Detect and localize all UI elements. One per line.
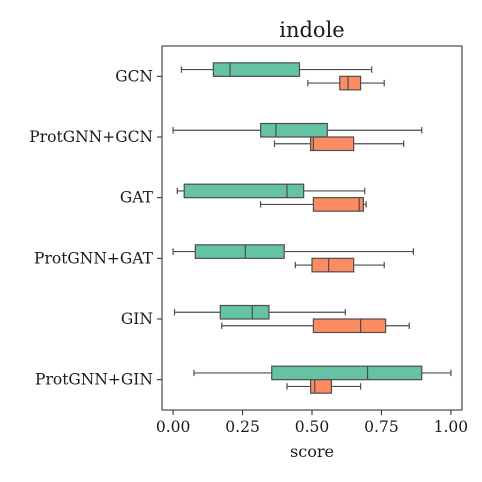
x-axis-label: score (290, 442, 334, 461)
box-protgnn-gat-series-1 (172, 244, 414, 259)
x-tick-label: 1.00 (434, 418, 469, 436)
box-gcn-series-1 (180, 62, 373, 77)
box-iqr (311, 257, 355, 273)
y-tick-label: GCN (115, 67, 153, 85)
y-tick-label: ProtGNN+GCN (29, 128, 153, 146)
box-iqr (310, 136, 355, 152)
box-iqr (271, 365, 423, 381)
box-iqr (219, 304, 270, 320)
y-tick-label: ProtGNN+GIN (35, 371, 153, 389)
box-protgnn-gcn-series-2 (273, 136, 405, 152)
box-gat-series-2 (260, 197, 367, 212)
x-tick-label: 0.50 (295, 418, 330, 436)
box-gcn-series-2 (307, 75, 385, 91)
box-iqr (183, 183, 305, 199)
box-gin-series-1 (173, 304, 346, 320)
box-iqr (194, 244, 285, 259)
box-protgnn-gat-series-2 (294, 257, 385, 273)
x-tick-label: 0.25 (225, 418, 260, 436)
y-tick-label: ProtGNN+GAT (34, 249, 154, 267)
box-protgnn-gin-series-1 (193, 365, 452, 381)
box-iqr (312, 197, 364, 212)
y-tick-label: GIN (121, 310, 153, 328)
x-tick-label: 0.75 (364, 418, 399, 436)
chart-title: indole (279, 18, 344, 42)
box-iqr (310, 379, 333, 394)
box-iqr (339, 75, 362, 91)
x-tick-label: 0.00 (156, 418, 191, 436)
box-gin-series-2 (221, 318, 410, 334)
box-gat-series-1 (176, 183, 366, 199)
box-layer (172, 62, 452, 394)
box-protgnn-gin-series-2 (286, 379, 362, 394)
x-axis: 0.00 0.25 0.50 0.75 1.00 (156, 410, 468, 436)
box-protgnn-gcn-series-1 (172, 122, 423, 138)
plot-area (161, 45, 463, 411)
box-iqr (312, 318, 387, 334)
box-iqr (212, 62, 301, 77)
box-iqr (260, 122, 328, 138)
y-axis: GCN ProtGNN+GCN GAT ProtGNN+GAT GIN ProtGNN+G… (29, 67, 162, 389)
y-tick-label: GAT (120, 189, 154, 207)
